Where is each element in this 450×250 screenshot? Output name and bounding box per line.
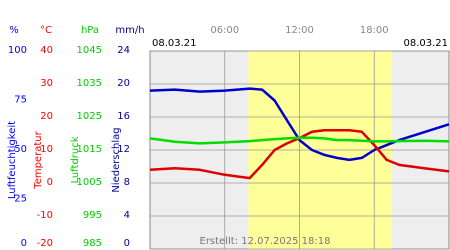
y-tick-label: 12 <box>117 144 130 155</box>
series-line <box>149 128 450 180</box>
y-tick-label: 100 <box>8 45 27 56</box>
axis-title: Niederschlag <box>111 127 122 192</box>
date-left: 08.03.21 <box>152 38 197 49</box>
y-tick-label: 50 <box>14 144 27 155</box>
axis-unit: mm/h <box>115 25 144 36</box>
x-tick-label: 06:00 <box>210 25 239 36</box>
y-tick-label: 16 <box>117 111 130 122</box>
y-tick-label: 8 <box>124 177 130 188</box>
y-tick-label: 0 <box>21 238 27 249</box>
axis-title: Luftdruck <box>70 136 81 183</box>
y-tick-label: 20 <box>40 111 53 122</box>
axis-unit: % <box>9 25 19 36</box>
created-note: Erstellt: 12.07.2025 18:18 <box>200 236 331 247</box>
y-tick-label: 0 <box>124 238 130 249</box>
y-tick-label: 4 <box>124 210 130 221</box>
y-tick-label: 1035 <box>77 78 102 89</box>
y-tick-label: 1005 <box>77 177 102 188</box>
y-tick-label: 1015 <box>77 144 102 155</box>
y-tick-label: 995 <box>83 210 102 221</box>
y-tick-label: 30 <box>40 78 53 89</box>
series-line <box>149 87 450 162</box>
x-tick-label: 12:00 <box>285 25 314 36</box>
y-tick-label: 1025 <box>77 111 102 122</box>
y-tick-label: 985 <box>83 238 102 249</box>
axis-unit: °C <box>40 25 52 36</box>
y-tick-label: 0 <box>47 177 53 188</box>
y-tick-label: 1045 <box>77 45 102 56</box>
y-tick-label: 25 <box>14 194 27 205</box>
date-right: 08.03.21 <box>403 38 448 49</box>
y-tick-label: 24 <box>117 45 130 56</box>
y-tick-label: 75 <box>14 95 27 106</box>
series-line <box>149 136 450 145</box>
y-tick-label: -20 <box>37 238 53 249</box>
axis-unit: hPa <box>81 25 99 36</box>
y-tick-label: 20 <box>117 78 130 89</box>
y-tick-label: 10 <box>40 144 53 155</box>
axis-title: Luftfeuchtigkeit <box>7 121 18 199</box>
axis-title: Temperatur <box>33 130 44 189</box>
x-tick-label: 18:00 <box>360 25 389 36</box>
y-tick-label: -10 <box>37 210 53 221</box>
y-tick-label: 40 <box>40 45 53 56</box>
